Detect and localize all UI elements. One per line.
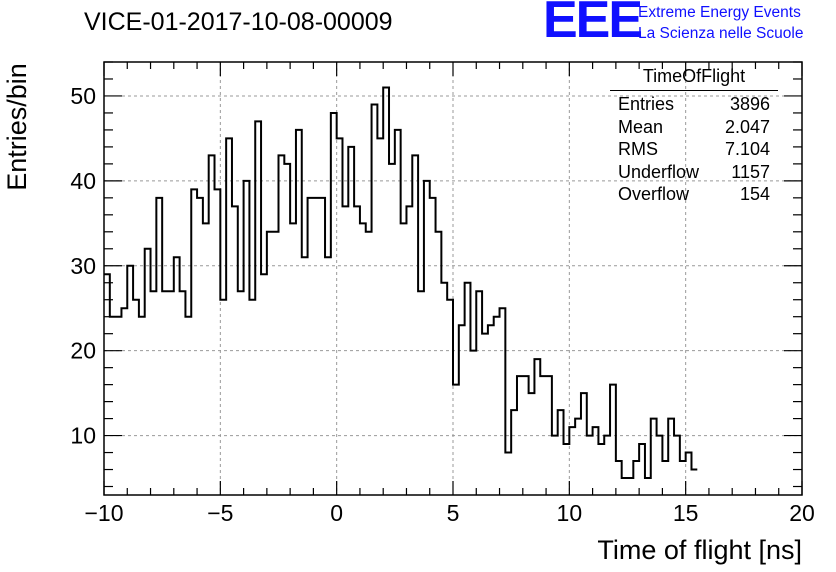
eee-logo-mark: EEE: [543, 0, 643, 49]
x-axis-label: Time of flight [ns]: [597, 535, 802, 565]
stats-label: Overflow: [618, 184, 690, 205]
x-tick-label: 10: [557, 500, 583, 526]
y-axis-label: Entries/bin: [2, 63, 32, 191]
x-tick-label: −10: [84, 500, 123, 526]
chart-title: VICE-01-2017-10-08-00009: [84, 8, 393, 36]
stats-title: TimeOfFlight: [610, 66, 778, 91]
x-tick-label: 15: [673, 500, 699, 526]
stats-row-underflow: Underflow 1157: [610, 161, 778, 184]
stats-label: Underflow: [618, 161, 700, 182]
stats-row-rms: RMS 7.104: [610, 138, 778, 161]
stats-label: RMS: [618, 139, 658, 160]
x-tick-label: 0: [330, 500, 343, 526]
histogram-line: [104, 86, 698, 480]
y-tick-label: 40: [70, 168, 96, 194]
axes: [103, 61, 803, 496]
stats-row-entries: Entries 3896: [610, 93, 778, 116]
stats-value: 3896: [729, 94, 770, 114]
stats-box: TimeOfFlight Entries 3896 Mean 2.047 RMS 7.10…: [610, 66, 778, 206]
histogram-series: [104, 86, 698, 480]
tick-labels: −10 −5 0 5 10 15 20 10 20 30 40 50: [70, 83, 814, 526]
logo-line-2: La Scienza nelle Scuole: [638, 25, 804, 42]
y-tick-label: 20: [70, 338, 96, 364]
stats-rows: Entries 3896 Mean 2.047 RMS 7.104 Underflow 115…: [610, 93, 778, 206]
x-tick-label: −5: [207, 500, 233, 526]
y-tick-label: 50: [70, 83, 96, 109]
x-tick-label: 20: [789, 500, 815, 526]
stats-label: Mean: [618, 116, 664, 137]
x-tick-label: 5: [447, 500, 460, 526]
stats-row-overflow: Overflow 154: [610, 183, 778, 206]
y-tick-label: 30: [70, 253, 96, 279]
stats-row-mean: Mean 2.047: [610, 116, 778, 139]
stats-value: 154: [739, 184, 770, 205]
stats-value: 7.104: [724, 139, 770, 160]
y-tick-label: 10: [70, 423, 96, 449]
stats-value: 2.047: [724, 116, 770, 137]
logo-line-1: Extreme Energy Events: [638, 4, 801, 21]
stats-label: Entries: [618, 94, 675, 114]
stats-value: 1157: [731, 161, 770, 182]
